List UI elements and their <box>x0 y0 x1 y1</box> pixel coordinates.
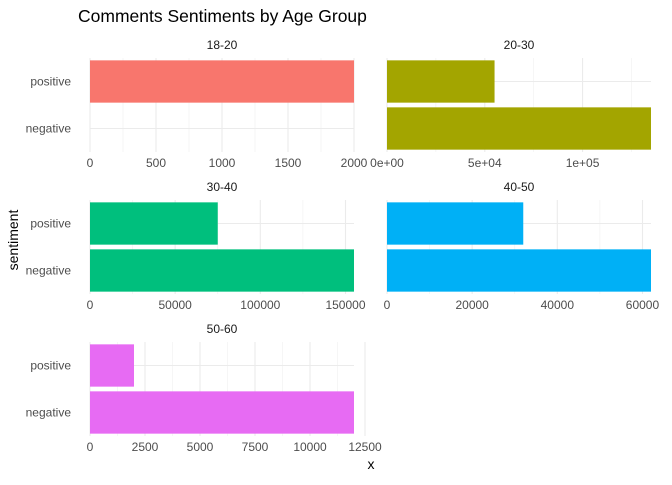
x-tick-label: 60000 <box>626 298 660 312</box>
bar-50-60-positive <box>90 344 134 387</box>
facet-label-30-40: 30-40 <box>207 180 238 194</box>
y-axis-title: sentiment <box>5 209 21 271</box>
facet-label-20-30: 20-30 <box>504 38 535 52</box>
x-tick-label: 100000 <box>240 298 280 312</box>
x-tick-label: 1e+05 <box>566 156 600 170</box>
facet-label-18-20: 18-20 <box>207 38 238 52</box>
x-axis-title: x <box>367 456 375 472</box>
x-tick-label: 0e+00 <box>370 156 404 170</box>
y-tick-label: negative <box>26 406 72 420</box>
y-tick-label: negative <box>26 122 72 136</box>
x-tick-label: 0 <box>87 156 94 170</box>
bar-20-30-negative <box>387 107 651 150</box>
facet-label-40-50: 40-50 <box>504 180 535 194</box>
x-tick-label: 0 <box>87 298 94 312</box>
x-tick-label: 1000 <box>209 156 236 170</box>
x-tick-label: 5000 <box>187 440 214 454</box>
bar-20-30-positive <box>387 60 495 103</box>
x-tick-label: 7500 <box>242 440 269 454</box>
bar-40-50-positive <box>387 202 524 245</box>
bar-50-60-negative <box>90 391 354 434</box>
y-tick-label: positive <box>30 217 71 231</box>
x-tick-label: 40000 <box>541 298 575 312</box>
y-tick-label: positive <box>30 359 71 373</box>
x-tick-label: 2500 <box>132 440 159 454</box>
y-tick-label: positive <box>30 75 71 89</box>
x-tick-label: 12500 <box>348 440 382 454</box>
x-tick-label: 500 <box>146 156 166 170</box>
chart-title: Comments Sentiments by Age Group <box>78 6 367 26</box>
x-tick-label: 20000 <box>455 298 489 312</box>
bar-40-50-negative <box>387 249 651 292</box>
bar-30-40-positive <box>90 202 218 245</box>
facet-label-50-60: 50-60 <box>207 322 238 336</box>
bar-18-20-positive <box>90 60 354 103</box>
x-tick-label: 150000 <box>325 298 365 312</box>
x-tick-label: 10000 <box>293 440 327 454</box>
x-tick-label: 5e+04 <box>468 156 502 170</box>
y-tick-label: negative <box>26 264 72 278</box>
x-tick-label: 0 <box>384 298 391 312</box>
bar-30-40-negative <box>90 249 354 292</box>
x-tick-label: 2000 <box>341 156 368 170</box>
x-tick-label: 50000 <box>158 298 192 312</box>
x-tick-label: 0 <box>87 440 94 454</box>
x-tick-label: 1500 <box>275 156 302 170</box>
